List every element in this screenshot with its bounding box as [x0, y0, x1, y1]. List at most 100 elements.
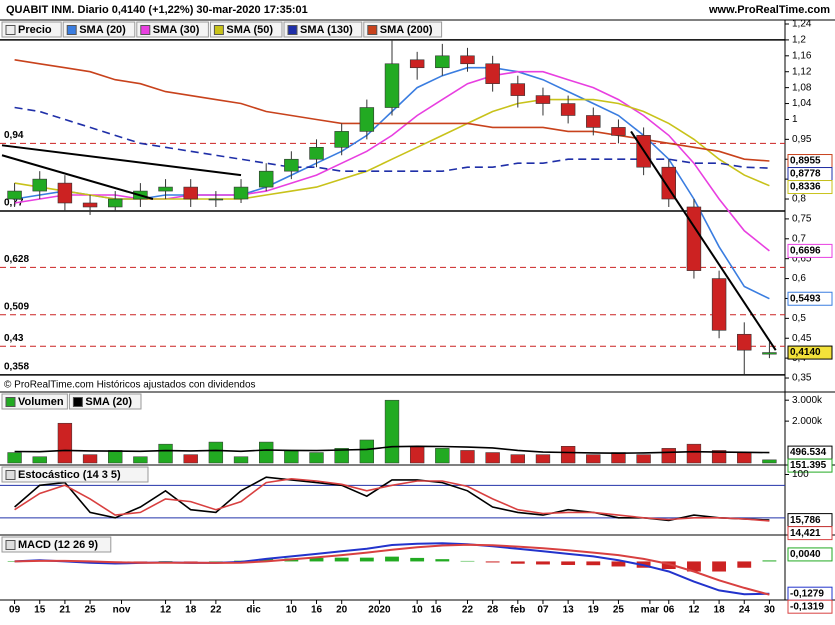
- candle-body: [309, 147, 324, 160]
- x-tick-label: 12: [688, 605, 700, 616]
- note: © ProRealTime.com Históricos ajustados c…: [4, 380, 256, 391]
- x-tick-label: 09: [9, 605, 21, 616]
- x-tick-label: 25: [85, 605, 97, 616]
- x-tick-label: 21: [59, 605, 71, 616]
- y-tick-label: 2.000k: [792, 416, 823, 427]
- x-tick-label: 13: [563, 605, 575, 616]
- candle-body: [409, 59, 425, 69]
- volume-bar: [82, 454, 98, 464]
- value-label: 496.534: [790, 447, 827, 458]
- value-box: [787, 180, 833, 195]
- volume-bar: [384, 399, 400, 464]
- series-line: [14, 445, 770, 455]
- level-label: 0,509: [4, 301, 29, 312]
- value-label: 15,786: [790, 515, 821, 526]
- value-label: -0,1279: [790, 588, 824, 599]
- candle-body: [611, 127, 626, 136]
- legend-item: [209, 21, 283, 38]
- series-line: [14, 543, 770, 596]
- histogram-bar: [485, 561, 500, 563]
- volume-bar: [183, 454, 198, 464]
- value-label: 0,8778: [790, 169, 821, 180]
- volume-bar: [334, 448, 349, 464]
- x-tick-label: 22: [210, 605, 222, 616]
- histogram-bar: [561, 561, 576, 565]
- value-label: -0,1319: [790, 601, 824, 612]
- value-label: 0,6696: [790, 246, 821, 257]
- histogram-bar: [737, 561, 752, 568]
- x-tick-label: 07: [537, 605, 549, 616]
- value-box: [787, 458, 833, 473]
- legend-item: [68, 393, 142, 410]
- level-label: 0,358: [4, 361, 29, 372]
- value-label: 151.395: [790, 460, 827, 471]
- candle-body: [510, 83, 526, 96]
- volume-bar: [762, 459, 777, 464]
- legend-swatch: [5, 25, 16, 35]
- legend-label: SMA (130): [300, 24, 353, 36]
- legend-item: [283, 21, 363, 38]
- legend-item: [1, 21, 62, 38]
- x-tick-label: 22: [462, 605, 474, 616]
- trend-line: [1, 144, 242, 177]
- y-tick-label: 0,35: [792, 373, 812, 384]
- value-label: 0,0040: [790, 549, 821, 560]
- legend-item: [363, 21, 443, 38]
- level-label: 0,43: [4, 333, 24, 344]
- volume-bar: [460, 450, 475, 464]
- x-tick-label: 19: [588, 605, 600, 616]
- candle-body: [485, 63, 500, 84]
- y-tick-label: 0,5: [792, 313, 806, 324]
- volume-bar: [485, 452, 500, 464]
- volume-bar: [435, 448, 450, 464]
- value-box: [787, 243, 833, 258]
- volume-bar: [586, 454, 601, 464]
- legend-item: [62, 21, 136, 38]
- y-tick-label: 1,08: [792, 82, 812, 93]
- candle-body: [108, 198, 123, 208]
- candle-body: [762, 352, 777, 355]
- y-tick-label: 0,75: [792, 214, 812, 225]
- histogram-bar: [762, 560, 777, 562]
- candle-body: [82, 202, 98, 208]
- x-tick-label: nov: [113, 605, 131, 616]
- volume-bar: [7, 452, 22, 464]
- volume-bar: [737, 452, 752, 464]
- volume-bar: [510, 454, 525, 464]
- candle-body: [57, 182, 73, 204]
- legend-label: MACD (12 26 9): [18, 539, 98, 551]
- histogram-bar: [334, 557, 349, 562]
- candle-body: [284, 158, 299, 172]
- histogram-bar: [586, 561, 601, 566]
- volume-bar: [535, 454, 551, 464]
- legend-swatch: [140, 25, 151, 35]
- volume-bar: [409, 446, 425, 464]
- y-tick-label: 1,04: [792, 98, 812, 109]
- volume-bar: [133, 456, 148, 464]
- x-tick-label: 24: [739, 605, 751, 616]
- histogram-bar: [687, 561, 701, 572]
- candle-body: [661, 166, 676, 200]
- header-bar: [0, 0, 835, 20]
- x-tick-label: 25: [613, 605, 625, 616]
- legend-label: SMA (20): [79, 24, 126, 36]
- value-box: [787, 345, 833, 360]
- x-tick-label: mar: [641, 605, 659, 616]
- x-tick-label: 18: [185, 605, 197, 616]
- trend-line: [1, 154, 154, 200]
- candle-body: [737, 333, 752, 351]
- volume-bar: [259, 441, 274, 464]
- x-tick-label: 2020: [368, 605, 391, 616]
- legend-swatch: [213, 25, 224, 35]
- histogram-bar: [435, 559, 450, 562]
- candle-body: [435, 55, 450, 69]
- x-tick-label: dic: [246, 605, 261, 616]
- candle-body: [686, 206, 702, 271]
- histogram-bar: [309, 557, 324, 562]
- y-tick-label: 1,24: [792, 19, 812, 30]
- x-tick-label: feb: [510, 605, 525, 616]
- x-tick-label: 12: [160, 605, 172, 616]
- candle-body: [158, 186, 173, 192]
- series-line: [14, 477, 770, 522]
